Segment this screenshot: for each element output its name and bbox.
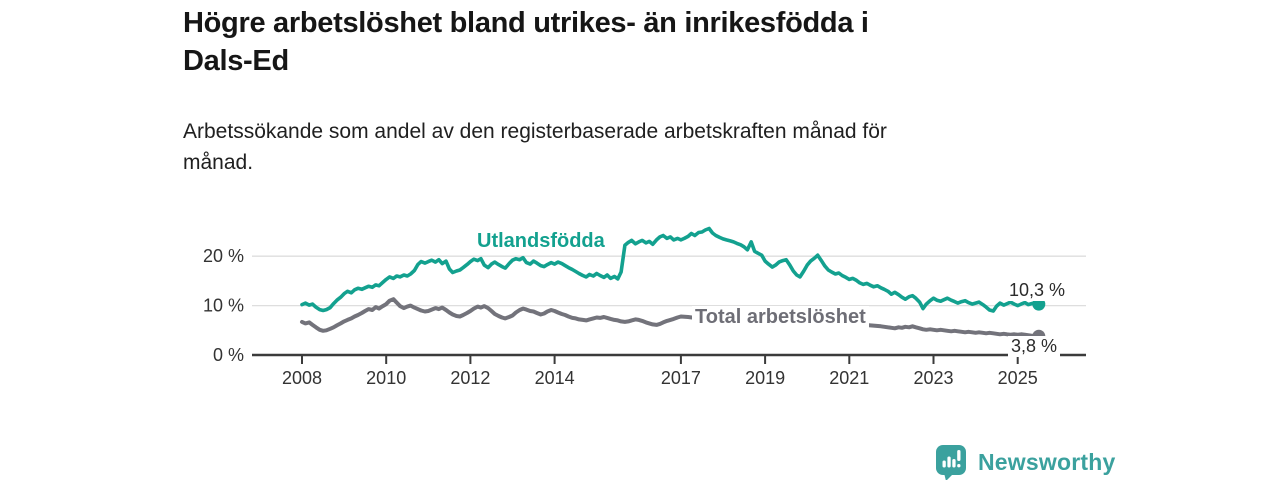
x-tick-label: 2012 [450, 368, 490, 388]
series-label-utlandsfodda: Utlandsfödda [474, 230, 608, 253]
y-tick-label: 10 % [203, 296, 244, 316]
x-tick-label: 2019 [745, 368, 785, 388]
title-line-2: Dals-Ed [183, 45, 289, 77]
newsworthy-logo: Newsworthy [933, 443, 1115, 480]
chart-subtitle: Arbetssökande som andel av den registerb… [183, 116, 1063, 178]
x-tick-label: 2025 [998, 368, 1038, 388]
end-value-label-total: 3,8 % [1008, 336, 1061, 357]
series-label-total-arbetsloshet: Total arbetslöshet [692, 306, 869, 329]
newsworthy-chart-bubble-icon [933, 443, 969, 480]
title-line-1: Högre arbetslöshet bland utrikes- än inr… [183, 7, 869, 39]
series-line [300, 297, 1041, 339]
end-value-label-utlandsfodda: 10,3 % [1006, 280, 1069, 301]
x-tick-label: 2017 [661, 368, 701, 388]
y-tick-label: 0 % [213, 345, 244, 365]
x-tick-label: 2023 [913, 368, 953, 388]
x-tick-label: 2010 [366, 368, 406, 388]
x-tick-label: 2014 [535, 368, 575, 388]
x-tick-label: 2021 [829, 368, 869, 388]
subtitle-line-1: Arbetssökande som andel av den registerb… [183, 120, 887, 143]
subtitle-line-2: månad. [183, 151, 254, 174]
x-tick-label: 2008 [282, 368, 322, 388]
page-title: Högre arbetslöshet bland utrikes- än inr… [183, 4, 1043, 80]
series-line [300, 226, 1041, 313]
y-tick-label: 20 % [203, 246, 244, 266]
brand-name: Newsworthy [978, 448, 1116, 475]
